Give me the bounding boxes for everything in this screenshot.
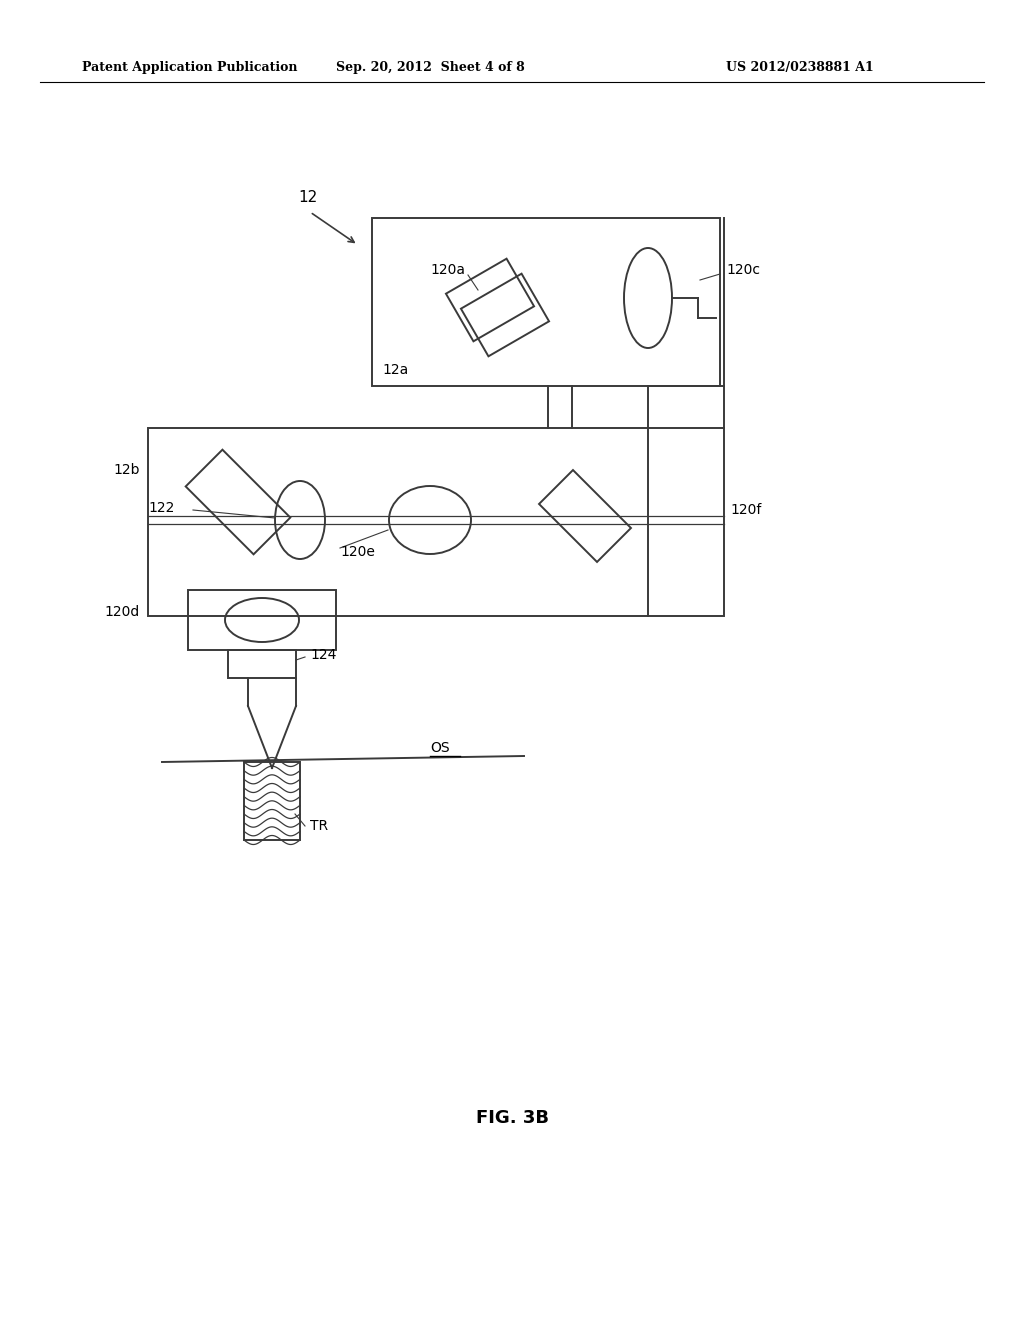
Text: 120f: 120f [730, 503, 762, 517]
Text: 120a: 120a [430, 263, 465, 277]
Text: 122: 122 [148, 502, 174, 515]
Text: OS: OS [430, 741, 450, 755]
Text: 120e: 120e [340, 545, 375, 558]
Bar [372, 218, 720, 385]
Text: 12b: 12b [114, 463, 140, 477]
Text: FIG. 3B: FIG. 3B [475, 1109, 549, 1127]
Text: 12: 12 [298, 190, 317, 206]
Text: Patent Application Publication: Patent Application Publication [82, 62, 298, 74]
Bar [188, 590, 336, 649]
Text: 12a: 12a [382, 363, 409, 378]
Bar [228, 649, 296, 678]
Text: US 2012/0238881 A1: US 2012/0238881 A1 [726, 62, 873, 74]
Text: 124: 124 [310, 648, 336, 663]
Text: 120c: 120c [726, 263, 760, 277]
Text: Sep. 20, 2012  Sheet 4 of 8: Sep. 20, 2012 Sheet 4 of 8 [336, 62, 524, 74]
Text: TR: TR [310, 818, 328, 833]
Bar [148, 428, 724, 616]
Bar [244, 762, 300, 840]
Text: 120d: 120d [104, 605, 140, 619]
